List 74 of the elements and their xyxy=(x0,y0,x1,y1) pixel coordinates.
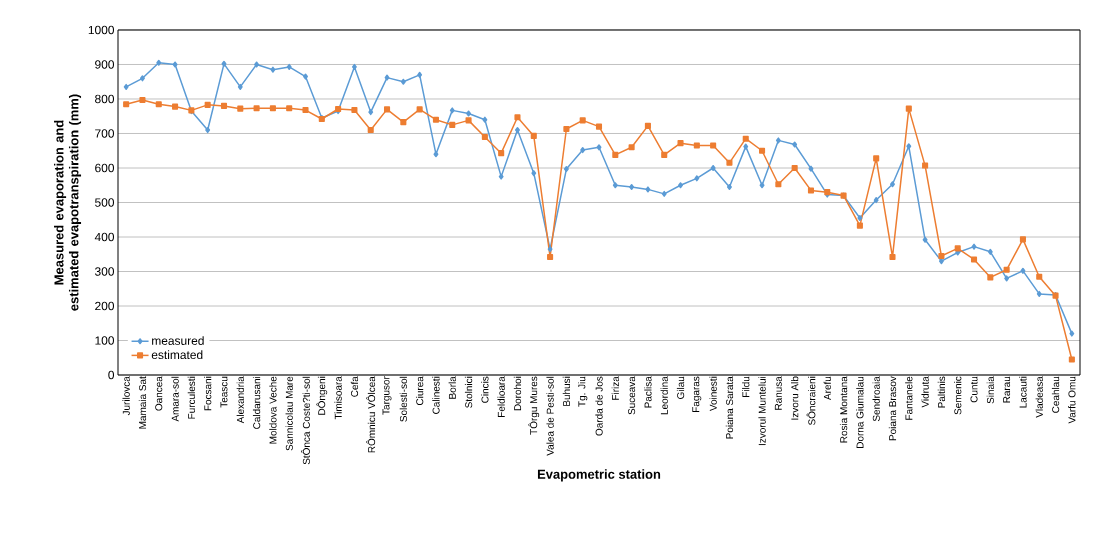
x-tick-label: Ceahlau xyxy=(1051,376,1060,413)
y-tick-label: 500 xyxy=(95,198,115,207)
x-tick-label: Firiza xyxy=(611,376,619,400)
x-tick-label: Tg. Jiu xyxy=(578,376,588,407)
x-tick-label: Dorohoi xyxy=(513,376,522,411)
x-tick-label: Rosia Montana xyxy=(839,376,848,443)
x-tick-label: Rarau xyxy=(1003,376,1011,403)
x-tick-label: Fildu xyxy=(742,376,750,397)
x-tick-label: Buhusi xyxy=(562,376,571,406)
x-tick-label: Solesti-sol xyxy=(399,376,407,422)
y-tick-label: 400 xyxy=(94,232,115,242)
x-tick-label: RÔmnicu VÔlcea xyxy=(366,376,376,453)
x-tick-label: Amara-sol xyxy=(171,376,179,422)
x-tick-label: Paclisa xyxy=(644,376,652,408)
y-tick-label: 800 xyxy=(95,94,115,104)
y-tick-label: 1000 xyxy=(88,25,115,35)
x-tick-label: SÔncraieni xyxy=(806,376,816,426)
x-tick-label: Poiana Brasov xyxy=(888,376,897,441)
x-tick-label: Izvorul Muntelui xyxy=(758,376,766,446)
x-tick-label: Oancea xyxy=(155,376,163,411)
y-tick-label: 100 xyxy=(95,336,115,345)
x-tick-label: Targusor xyxy=(382,376,392,415)
x-tick-label: Moldova Veche xyxy=(269,376,277,444)
x-tick-label: Lacauti xyxy=(1019,376,1027,408)
x-tick-label: Furculesti xyxy=(187,376,196,419)
y-tick-label: 300 xyxy=(94,267,115,276)
x-tick-label: Gilau xyxy=(676,376,685,399)
x-tick-label: Mamaia Sat xyxy=(138,376,147,429)
x-tick-label: Voinesti xyxy=(709,376,717,412)
x-tick-label: Jurilovca xyxy=(122,376,130,416)
y-tick-label: 600 xyxy=(95,163,115,173)
x-tick-label: Timisoara xyxy=(334,376,342,420)
x-tick-label: Caldarusani xyxy=(252,376,261,429)
x-tick-label: Varfu Omu xyxy=(1068,376,1076,424)
x-tick-label: Vidruta xyxy=(921,376,929,408)
x-tick-label: Feldioara xyxy=(497,376,505,417)
x-tick-label: Borla xyxy=(448,376,456,399)
x-tick-label: Suceava xyxy=(628,376,636,415)
y-tick-label: 0 xyxy=(108,370,115,380)
legend-label: measured xyxy=(152,336,204,345)
x-tick-label: Semenic xyxy=(954,376,962,415)
x-tick-label: Sannicolau Mare xyxy=(285,376,293,451)
x-tick-label: StÔnca Coste?ti-sol xyxy=(301,376,310,465)
x-tick-label: Oarda de Jos xyxy=(595,376,603,436)
y-axis-title: Measured evaporation and estimated evapotranspiration (mm) xyxy=(54,94,82,311)
x-axis-title: Evapometric station xyxy=(537,469,661,482)
x-tick-label: Focsani xyxy=(204,376,212,411)
x-tick-label: Cincis xyxy=(481,376,489,403)
y-tick-label: 200 xyxy=(95,301,115,311)
y-tick-label: 900 xyxy=(95,60,115,69)
x-tick-label: Alexandria xyxy=(236,376,244,424)
x-tick-label: Paltinis xyxy=(937,376,946,408)
x-tick-label: TÔrgu Mures xyxy=(528,376,540,435)
x-tick-label: Ranusa xyxy=(774,376,782,410)
x-tick-label: Fagaras xyxy=(692,376,702,412)
y-tick-label: 700 xyxy=(95,129,115,138)
x-tick-label: Calinesti xyxy=(432,376,440,414)
x-tick-label: Sinaia xyxy=(986,376,994,404)
x-tick-label: Izvoru Alb xyxy=(791,376,799,420)
x-tick-label: Stolnici xyxy=(464,376,473,408)
x-tick-label: Ciurea xyxy=(415,376,424,406)
x-tick-label: Poiana Sarata xyxy=(725,376,734,439)
x-tick-label: DÔngeni xyxy=(316,376,328,415)
x-tick-label: Dorna Giumalau xyxy=(856,376,864,448)
x-tick-label: Vladeasa xyxy=(1035,376,1043,418)
x-tick-label: Teascu xyxy=(220,376,228,408)
x-tick-label: Leordina xyxy=(660,376,668,415)
x-tick-label: Cefa xyxy=(350,376,359,397)
x-tick-label: Arefu xyxy=(823,376,831,400)
legend-label: estimated xyxy=(151,350,203,360)
x-tick-label: Valea de Pesti-sol xyxy=(546,376,554,456)
x-tick-label: Fantanele xyxy=(905,376,913,420)
x-tick-label: Cuntu xyxy=(970,376,978,403)
x-tick-label: Sendroaia xyxy=(872,376,880,422)
